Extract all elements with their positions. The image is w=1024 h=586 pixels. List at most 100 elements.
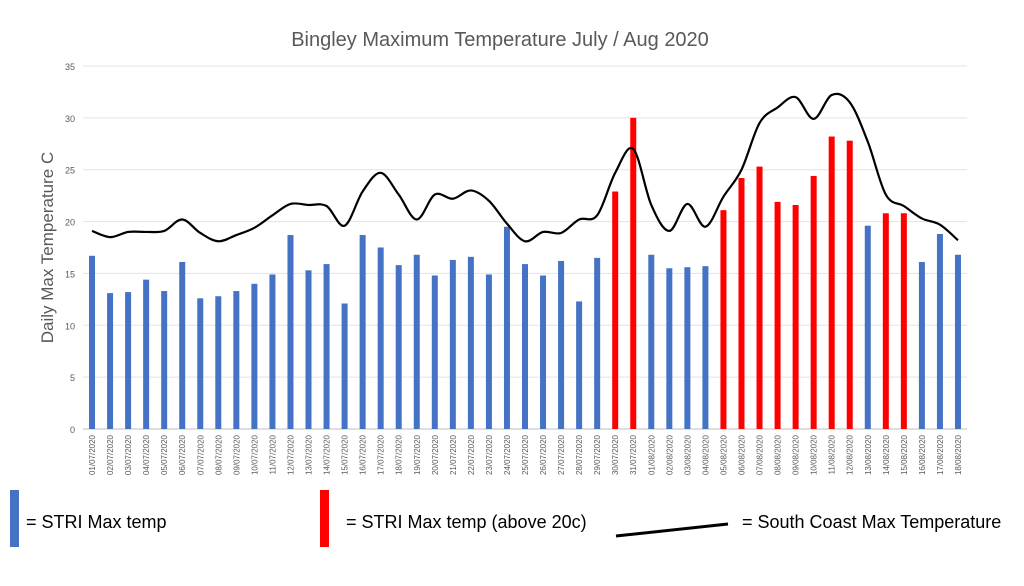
x-tick-label: 15/07/2020 bbox=[341, 434, 350, 475]
bar-above-20 bbox=[630, 117, 637, 429]
x-tick-label: 15/08/2020 bbox=[900, 434, 909, 475]
chart-title: Bingley Maximum Temperature July / Aug 2… bbox=[291, 29, 709, 51]
x-tick-label: 28/07/2020 bbox=[575, 434, 584, 475]
bar bbox=[161, 291, 168, 429]
x-tick-label: 04/08/2020 bbox=[701, 434, 710, 475]
x-tick-label: 02/07/2020 bbox=[106, 434, 115, 475]
x-tick-label: 18/07/2020 bbox=[395, 434, 404, 475]
x-tick-label: 24/07/2020 bbox=[503, 434, 512, 475]
bar bbox=[540, 275, 547, 429]
legend-swatch-red bbox=[320, 490, 329, 547]
bar bbox=[251, 283, 258, 429]
x-tick-label: 08/08/2020 bbox=[774, 434, 783, 475]
x-tick-label: 11/07/2020 bbox=[268, 434, 277, 474]
x-tick-label: 13/08/2020 bbox=[864, 434, 873, 475]
legend-swatch-blue bbox=[10, 490, 19, 547]
x-tick-label: 27/07/2020 bbox=[557, 434, 566, 475]
x-tick-label: 31/07/2020 bbox=[629, 434, 638, 475]
x-tick-label: 18/08/2020 bbox=[954, 434, 963, 475]
x-tick-label: 03/07/2020 bbox=[124, 434, 133, 475]
bar bbox=[215, 296, 222, 429]
bar bbox=[323, 264, 330, 429]
y-tick-label: 0 bbox=[70, 425, 75, 435]
legend-swatch-line bbox=[615, 522, 729, 538]
x-tick-label: 04/07/2020 bbox=[142, 434, 151, 475]
legend-label-red: = STRI Max temp (above 20c) bbox=[346, 512, 587, 532]
bar bbox=[576, 301, 583, 429]
x-tick-label: 21/07/2020 bbox=[449, 434, 458, 475]
bar-above-20 bbox=[882, 213, 889, 429]
y-tick-label: 20 bbox=[65, 218, 75, 228]
x-tick-label: 09/08/2020 bbox=[792, 434, 801, 475]
bar bbox=[648, 254, 655, 429]
bar bbox=[467, 256, 474, 429]
x-tick-label: 09/07/2020 bbox=[232, 434, 241, 475]
x-tick-label: 06/08/2020 bbox=[737, 434, 746, 475]
x-tick-label: 14/08/2020 bbox=[882, 434, 891, 475]
bar bbox=[197, 298, 204, 429]
x-tick-label: 01/07/2020 bbox=[88, 434, 97, 475]
x-tick-label: 10/08/2020 bbox=[810, 434, 819, 475]
y-tick-label: 10 bbox=[65, 321, 75, 331]
x-tick-label: 12/07/2020 bbox=[286, 434, 295, 475]
bar bbox=[954, 254, 961, 429]
x-tick-label: 01/08/2020 bbox=[647, 434, 656, 475]
x-tick-label: 16/07/2020 bbox=[359, 434, 368, 475]
bar bbox=[684, 267, 691, 429]
bar bbox=[558, 260, 565, 429]
x-tick-label: 02/08/2020 bbox=[665, 434, 674, 475]
y-tick-label: 15 bbox=[65, 269, 75, 279]
bar-above-20 bbox=[828, 136, 835, 430]
x-tick-label: 17/08/2020 bbox=[936, 434, 945, 475]
bar bbox=[936, 234, 943, 429]
legend-label-blue: = STRI Max temp bbox=[26, 512, 167, 532]
legend-line-mark bbox=[615, 522, 729, 538]
bar-above-20 bbox=[738, 178, 745, 429]
bar bbox=[305, 270, 312, 429]
bar bbox=[359, 235, 366, 429]
y-tick-label: 5 bbox=[70, 373, 75, 383]
bar bbox=[413, 254, 420, 429]
bar bbox=[431, 275, 438, 429]
legend-item-blue: = STRI Max temp bbox=[10, 490, 260, 550]
x-tick-label: 07/07/2020 bbox=[196, 434, 205, 475]
legend-label-line: = South Coast Max Temperature bbox=[742, 512, 1002, 532]
bar bbox=[89, 255, 96, 429]
x-tick-label: 13/07/2020 bbox=[305, 434, 314, 475]
x-tick-label: 03/08/2020 bbox=[683, 434, 692, 475]
bar bbox=[377, 247, 384, 429]
bar-above-20 bbox=[756, 166, 763, 430]
line-series-south-coast bbox=[91, 92, 959, 243]
bar-above-20 bbox=[720, 210, 727, 429]
bar bbox=[666, 268, 673, 429]
bar bbox=[522, 264, 528, 429]
y-tick-label: 25 bbox=[65, 166, 75, 176]
bar-above-20 bbox=[792, 204, 799, 429]
x-tick-label: 07/08/2020 bbox=[756, 434, 765, 475]
y-tick-label: 35 bbox=[65, 62, 75, 72]
x-tick-label: 26/07/2020 bbox=[539, 434, 548, 475]
bar bbox=[395, 265, 402, 429]
bar bbox=[449, 259, 456, 429]
bar bbox=[341, 303, 348, 429]
bar-above-20 bbox=[810, 175, 817, 429]
x-tick-label: 06/07/2020 bbox=[178, 434, 187, 475]
bar bbox=[233, 291, 240, 429]
bar-above-20 bbox=[774, 201, 781, 429]
x-tick-label: 19/07/2020 bbox=[413, 434, 422, 475]
bar-above-20 bbox=[900, 213, 907, 429]
x-tick-label: 14/07/2020 bbox=[323, 434, 332, 475]
bar bbox=[594, 257, 601, 429]
bar-above-20 bbox=[846, 140, 853, 429]
x-tick-label: 30/07/2020 bbox=[611, 434, 620, 475]
x-tick-label: 05/07/2020 bbox=[160, 434, 169, 475]
bar bbox=[864, 225, 871, 429]
bar bbox=[125, 292, 132, 429]
legend-item-red: = STRI Max temp (above 20c) bbox=[320, 490, 600, 550]
x-tick-label: 10/07/2020 bbox=[250, 434, 259, 475]
legend-item-line: = South Coast Max Temperature bbox=[612, 490, 1022, 550]
y-tick-label: 30 bbox=[65, 114, 75, 124]
x-tick-label: 16/08/2020 bbox=[918, 434, 927, 475]
